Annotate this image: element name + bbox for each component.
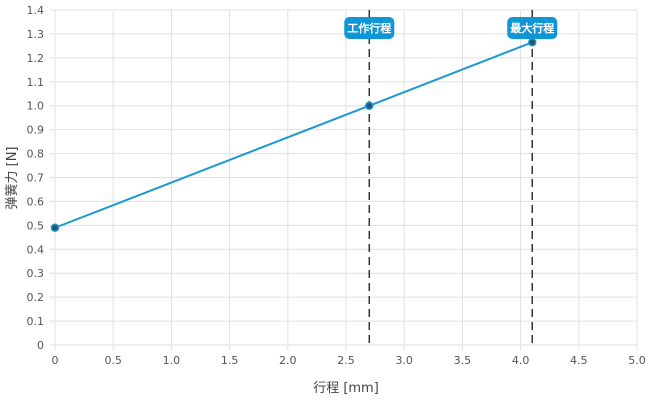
data-point <box>527 38 537 47</box>
y-tick-label: 1.3 <box>27 28 45 41</box>
y-tick-label: 1.4 <box>27 4 45 17</box>
x-tick-label: 5.0 <box>628 354 646 367</box>
x-tick-label: 1.0 <box>163 354 181 367</box>
x-tick-label: 4.0 <box>512 354 530 367</box>
y-tick-label: 0.7 <box>27 172 45 185</box>
x-tick-label: 3.5 <box>454 354 472 367</box>
grid <box>50 9 638 350</box>
x-axis-label: 行程 [mm] <box>313 381 379 396</box>
y-tick-label: 0.1 <box>27 315 45 328</box>
data-point <box>365 101 374 110</box>
y-tick-label: 0.9 <box>27 124 45 137</box>
y-tick-label: 0.2 <box>27 291 45 304</box>
y-tick-label: 1.1 <box>27 76 45 89</box>
series <box>50 38 537 232</box>
y-tick-label: 0.5 <box>27 219 45 232</box>
annotation-labels: 工作行程 最大行程 <box>344 17 558 39</box>
annotation-label: 工作行程 <box>347 21 391 35</box>
x-tick-label: 0.5 <box>104 354 122 367</box>
x-tick-label: 2.0 <box>279 354 297 367</box>
y-tick-label: 1.2 <box>27 52 45 65</box>
series-line <box>54 41 533 229</box>
x-tick-label: 2.5 <box>337 354 355 367</box>
annotation-label: 最大行程 <box>510 21 554 35</box>
y-tick-label: 0.3 <box>27 267 45 280</box>
x-tick-label: 4.5 <box>570 354 588 367</box>
annotation-label-box <box>344 17 395 39</box>
annotation-label-box <box>507 17 558 39</box>
y-tick-label: 0.4 <box>27 243 45 256</box>
annotation-lines <box>368 10 533 345</box>
y-tick-label: 0.6 <box>27 195 45 208</box>
x-tick-label: 0 <box>52 354 59 367</box>
x-tick-label: 1.5 <box>221 354 239 367</box>
x-tick-label: 3.0 <box>395 354 413 367</box>
data-point <box>50 223 60 232</box>
y-tick-label: 0.8 <box>27 148 45 161</box>
tick-labels: 0 0.5 1.0 1.5 2.0 2.5 3.0 3.5 4.0 4.5 5.0 0 0.1 0.2 0.… <box>27 4 646 367</box>
y-axis-label: 弹簧力 [N] <box>4 146 20 209</box>
y-tick-label: 1.0 <box>27 100 45 113</box>
y-tick-label: 0 <box>37 339 44 352</box>
